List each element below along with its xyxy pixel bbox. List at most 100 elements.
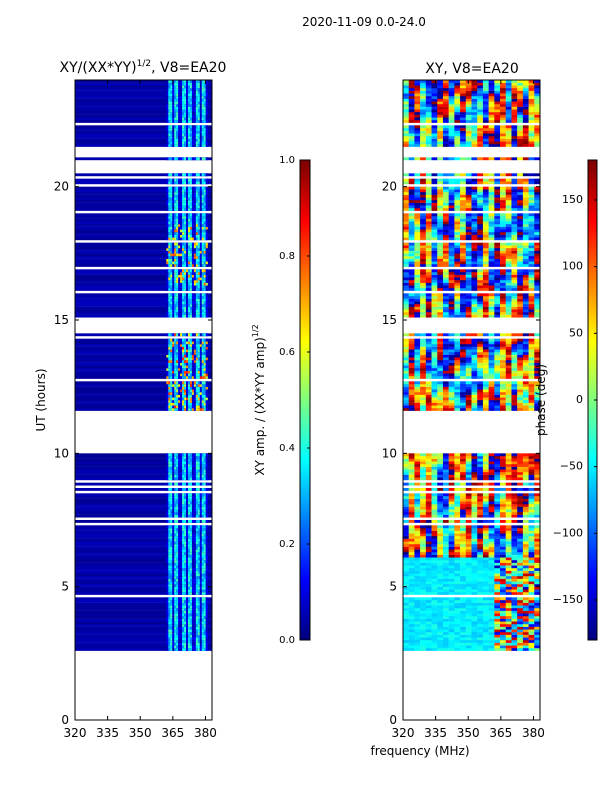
left-heatmap-row bbox=[75, 624, 212, 627]
left-heatmap-cell bbox=[174, 269, 177, 273]
left-heatmap-cell bbox=[193, 466, 197, 470]
right-heatmap-cell bbox=[431, 589, 438, 593]
left-heatmap-cell bbox=[191, 501, 195, 505]
right-heatmap-cell bbox=[494, 549, 501, 553]
left-heatmap-cell bbox=[201, 504, 204, 507]
left-heatmap-cell bbox=[166, 106, 169, 110]
left-heatmap-cell bbox=[172, 610, 175, 614]
left-heatmap-cell bbox=[168, 144, 171, 147]
left-heatmap-cell bbox=[195, 498, 199, 502]
left-heatmap-cell bbox=[197, 621, 200, 625]
left-heatmap-cell bbox=[203, 538, 206, 542]
left-heatmap-cell bbox=[195, 578, 199, 582]
left-heatmap-cell bbox=[166, 125, 169, 129]
left-heatmap-cell bbox=[178, 578, 181, 582]
right-heatmap-cell bbox=[442, 610, 449, 614]
left-heatmap-cell bbox=[182, 618, 185, 622]
right-heatmap-cell bbox=[442, 552, 449, 555]
left-heatmap-row bbox=[75, 277, 212, 281]
left-heatmap-cell bbox=[205, 274, 208, 278]
right-heatmap-cell bbox=[534, 533, 541, 537]
left-heatmap-cell bbox=[178, 360, 181, 363]
amplitude-colorbar-strip bbox=[300, 428, 310, 433]
left-heatmap-cell bbox=[187, 533, 191, 537]
left-heatmap-cell bbox=[178, 202, 181, 206]
amplitude-colorbar-strip bbox=[300, 508, 310, 513]
left-heatmap-cell bbox=[189, 506, 193, 510]
left-heatmap-cell bbox=[203, 242, 206, 246]
left-heatmap-cell bbox=[178, 642, 181, 646]
left-heatmap-cell bbox=[176, 597, 179, 601]
left-heatmap-cell bbox=[201, 93, 204, 97]
right-heatmap-cell bbox=[437, 573, 444, 577]
right-heatmap-cell bbox=[454, 520, 461, 523]
right-heatmap-cell bbox=[488, 648, 495, 651]
left-heatmap-cell bbox=[176, 618, 179, 622]
left-heatmap-row bbox=[75, 226, 212, 230]
left-heatmap-cell bbox=[189, 354, 193, 358]
left-heatmap-cell bbox=[168, 602, 171, 606]
left-heatmap-cell bbox=[199, 626, 202, 630]
right-heatmap-cell bbox=[408, 525, 415, 529]
left-heatmap-cell bbox=[203, 482, 206, 486]
right-heatmap-cell bbox=[420, 554, 427, 558]
left-heatmap-cell bbox=[191, 181, 195, 185]
amplitude-colorbar-strip bbox=[300, 356, 310, 361]
left-heatmap-cell bbox=[195, 493, 199, 497]
right-heatmap-cell bbox=[414, 573, 421, 577]
right-heatmap-cell bbox=[500, 533, 506, 537]
left-heatmap-cell bbox=[189, 274, 193, 278]
right-heatmap-cell bbox=[442, 525, 449, 529]
left-heatmap-cell bbox=[186, 512, 189, 515]
left-heatmap-cell bbox=[186, 208, 189, 211]
left-heatmap-cell bbox=[180, 533, 183, 537]
left-heatmap-cell bbox=[166, 112, 169, 115]
right-heatmap-cell bbox=[454, 589, 461, 593]
left-heatmap-cell bbox=[199, 600, 202, 603]
left-heatmap-cell bbox=[180, 621, 183, 625]
left-heatmap-row bbox=[75, 197, 212, 201]
left-heatmap-cell bbox=[170, 368, 173, 371]
left-heatmap-cell bbox=[186, 616, 189, 619]
left-heatmap-cell bbox=[199, 514, 202, 518]
right-heatmap-cell bbox=[460, 584, 466, 587]
left-heatmap-cell bbox=[201, 338, 204, 342]
left-heatmap-cell bbox=[174, 466, 177, 470]
left-heatmap-cell bbox=[180, 93, 183, 97]
left-heatmap-cell bbox=[168, 458, 171, 462]
left-heatmap-cell bbox=[189, 589, 193, 593]
left-heatmap-cell bbox=[197, 205, 200, 209]
left-heatmap-cell bbox=[174, 632, 177, 635]
right-heatmap-cell bbox=[494, 536, 501, 539]
left-heatmap-row bbox=[75, 389, 212, 393]
left-heatmap-cell bbox=[197, 501, 200, 505]
left-heatmap-cell bbox=[189, 514, 193, 518]
right-heatmap-cell bbox=[522, 589, 529, 593]
right-heatmap-cell bbox=[488, 573, 495, 577]
amplitude-colorbar-tick-label: 0.2 bbox=[279, 539, 295, 550]
left-heatmap-cell bbox=[174, 546, 177, 550]
left-heatmap-cell bbox=[191, 389, 195, 393]
left-heatmap-cell bbox=[168, 381, 171, 385]
right-heatmap-cell bbox=[431, 528, 438, 531]
right-heatmap-cell bbox=[528, 605, 535, 609]
left-heatmap-cell bbox=[168, 544, 171, 547]
right-heatmap-cell bbox=[482, 549, 489, 553]
left-heatmap-cell bbox=[205, 296, 208, 299]
left-heatmap-cell bbox=[191, 626, 195, 630]
left-heatmap-cell bbox=[180, 509, 183, 513]
left-heatmap-cell bbox=[203, 642, 206, 646]
left-heatmap-cell bbox=[189, 144, 193, 147]
right-heatmap-cell bbox=[448, 629, 455, 633]
left-heatmap-cell bbox=[180, 501, 183, 505]
left-heatmap-cell bbox=[195, 88, 199, 91]
left-heatmap-cell bbox=[180, 96, 183, 99]
right-heatmap-cell bbox=[414, 549, 421, 553]
right-heatmap-cell bbox=[471, 557, 478, 561]
left-heatmap-row bbox=[75, 344, 212, 347]
left-heatmap-cell bbox=[180, 200, 183, 203]
right-heatmap-cell bbox=[511, 629, 518, 633]
left-heatmap-cell bbox=[170, 237, 173, 241]
left-heatmap-cell bbox=[195, 293, 199, 297]
left-heatmap-cell bbox=[205, 538, 208, 542]
